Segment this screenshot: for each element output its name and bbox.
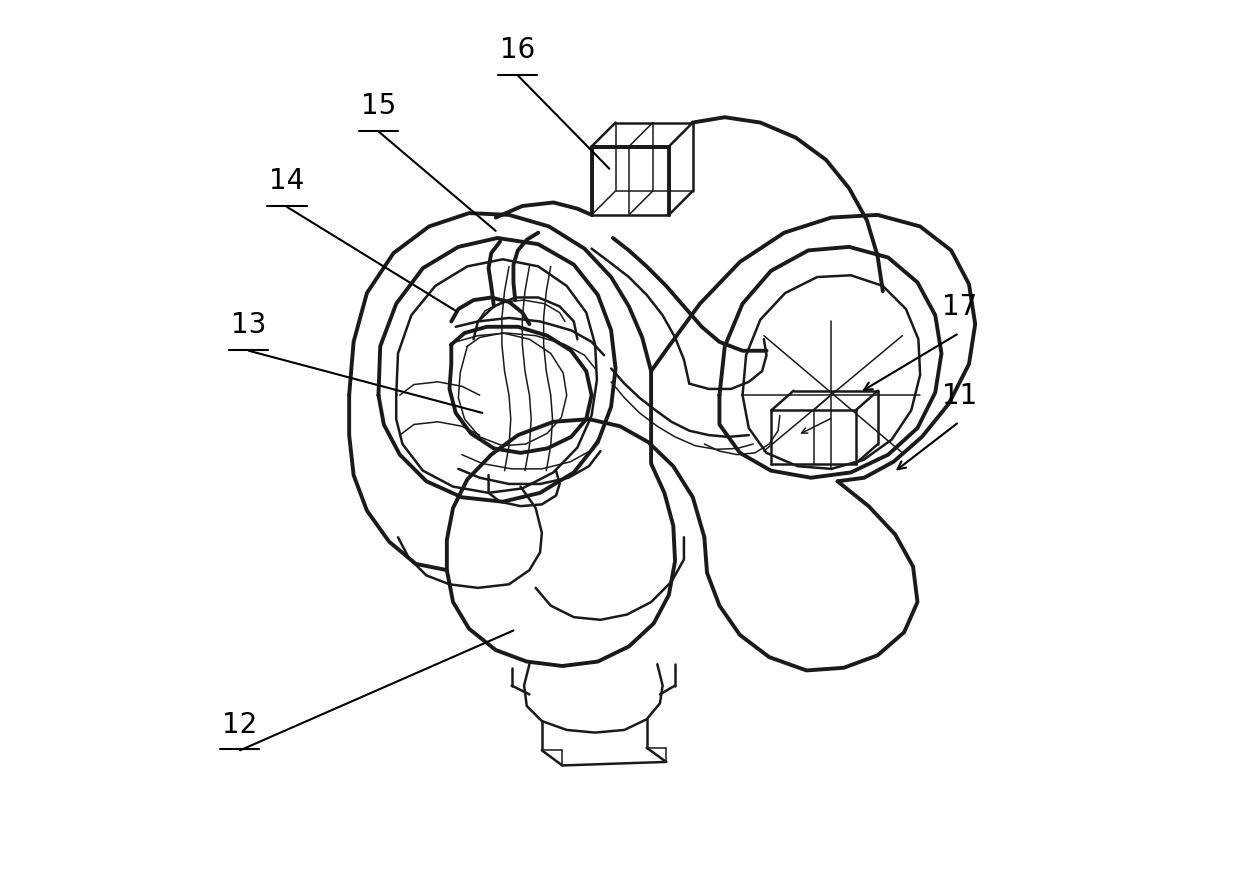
Text: 12: 12 [222,710,258,739]
Text: 13: 13 [231,311,267,339]
Text: 17: 17 [941,293,977,321]
Text: 14: 14 [269,167,305,195]
Text: 16: 16 [500,36,536,64]
Text: 11: 11 [941,382,977,410]
Text: 15: 15 [361,91,396,120]
